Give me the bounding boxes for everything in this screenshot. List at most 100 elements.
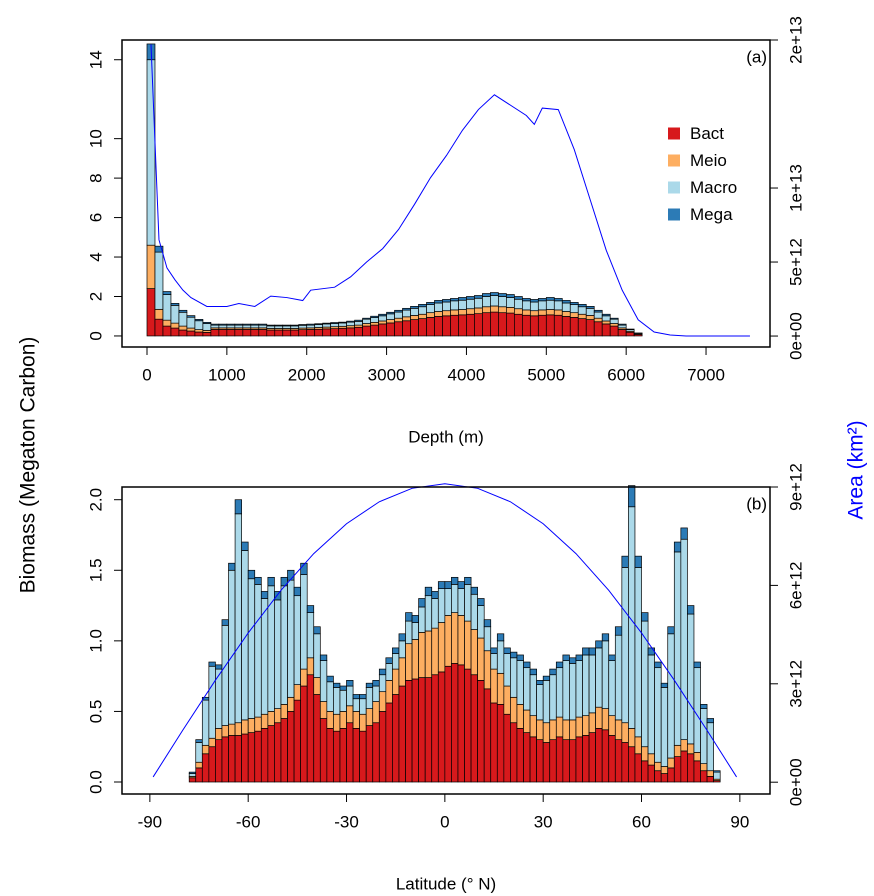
bar-segment bbox=[431, 598, 439, 629]
bar-segment bbox=[346, 680, 354, 687]
bar-segment bbox=[621, 555, 629, 568]
bar-segment bbox=[588, 732, 596, 783]
bar-segment bbox=[444, 615, 452, 667]
bar-segment bbox=[555, 736, 564, 783]
x-tick-label: 4000 bbox=[448, 366, 486, 385]
bar-segment bbox=[418, 677, 426, 783]
bar-segment bbox=[451, 584, 459, 613]
bar-segment bbox=[247, 718, 256, 733]
bar-segment bbox=[617, 323, 627, 326]
bar-segment bbox=[466, 296, 475, 300]
bar-segment bbox=[514, 308, 523, 315]
bar-segment bbox=[542, 722, 551, 743]
bar-segment bbox=[654, 770, 662, 783]
bar-segment bbox=[314, 323, 324, 325]
bar-segment bbox=[444, 581, 452, 589]
bar-segment bbox=[339, 711, 347, 729]
bar-segment bbox=[585, 307, 595, 316]
bar-segment bbox=[474, 307, 483, 315]
bar-segment bbox=[208, 746, 216, 783]
bar-segment bbox=[186, 316, 196, 329]
y-tick-label: 2.0 bbox=[87, 488, 106, 512]
bar-segment bbox=[562, 654, 570, 661]
bar-segment bbox=[398, 640, 406, 659]
bar-segment bbox=[431, 674, 439, 783]
bar-segment bbox=[529, 668, 537, 676]
bar-segment bbox=[503, 713, 511, 783]
x-tick-label: 6000 bbox=[607, 366, 645, 385]
bar-segment bbox=[287, 579, 295, 698]
bar-segment bbox=[234, 722, 242, 736]
bar-segment bbox=[385, 663, 393, 681]
bar-segment bbox=[549, 739, 557, 783]
bar-segment bbox=[434, 316, 443, 337]
bar-segment bbox=[482, 296, 491, 308]
bar-segment bbox=[614, 634, 623, 721]
bar-segment bbox=[208, 737, 216, 748]
bar-segment bbox=[370, 317, 379, 323]
y2-tick-label: 3e+12 bbox=[787, 660, 806, 708]
bar-segment bbox=[372, 685, 380, 702]
bar-segment bbox=[178, 325, 188, 331]
bar-segment bbox=[313, 626, 321, 635]
bar-segment bbox=[306, 657, 315, 676]
bar-segment bbox=[260, 713, 269, 729]
bar-segment bbox=[482, 293, 491, 297]
x-axis-label: Depth (m) bbox=[408, 428, 484, 447]
bar-segment bbox=[418, 632, 426, 678]
bar-segment bbox=[362, 318, 371, 324]
bar-segment bbox=[496, 633, 505, 642]
bar-segment bbox=[178, 329, 188, 337]
bar-segment bbox=[561, 316, 571, 337]
bar-segment bbox=[614, 626, 623, 636]
bar-segment bbox=[178, 309, 188, 313]
bar-segment bbox=[188, 777, 197, 783]
bar-segment bbox=[241, 719, 249, 735]
bar-segment bbox=[437, 671, 446, 783]
bar-segment bbox=[378, 674, 387, 693]
bar-segment bbox=[392, 653, 400, 670]
bar-segment bbox=[608, 654, 616, 661]
bar-segment bbox=[254, 584, 262, 718]
bar-segment bbox=[450, 300, 459, 311]
bar-segment bbox=[162, 325, 172, 337]
bar-segment bbox=[188, 773, 197, 777]
y-tick-label: 14 bbox=[87, 50, 106, 69]
bar-segment bbox=[247, 578, 256, 719]
bar-segment bbox=[228, 562, 236, 571]
bar-segment bbox=[362, 323, 371, 327]
bar-segment bbox=[647, 764, 655, 783]
bar-segment bbox=[516, 660, 524, 705]
bar-segment bbox=[542, 680, 551, 724]
bar-segment bbox=[537, 298, 547, 302]
bar-segment bbox=[352, 698, 360, 712]
bar-segment bbox=[314, 328, 324, 337]
bar-segment bbox=[338, 321, 348, 324]
bar-segment bbox=[154, 245, 164, 253]
bar-segment bbox=[221, 619, 229, 626]
bar-segment bbox=[490, 668, 498, 704]
bar-segment bbox=[680, 527, 688, 540]
bar-segment bbox=[402, 309, 411, 318]
bar-segment bbox=[202, 323, 212, 331]
y2-tick-label: 6e+12 bbox=[787, 562, 806, 610]
bar-segment bbox=[372, 722, 380, 783]
bar-segment bbox=[575, 736, 583, 783]
bar-segment bbox=[496, 640, 505, 674]
bar-segment bbox=[687, 605, 695, 615]
bar-segment bbox=[569, 304, 579, 314]
bar-segment bbox=[577, 313, 587, 319]
bar-segment bbox=[562, 739, 570, 783]
bar-segment bbox=[687, 753, 695, 783]
bar-segment bbox=[186, 330, 196, 337]
bar-segment bbox=[542, 675, 551, 681]
bar-segment bbox=[667, 626, 675, 635]
legend-label: Mega bbox=[690, 205, 733, 224]
bar-segment bbox=[354, 326, 363, 337]
bar-segment bbox=[595, 640, 603, 649]
bar-segment bbox=[474, 313, 483, 337]
bar-segment bbox=[529, 715, 537, 738]
bar-segment bbox=[634, 753, 642, 783]
bar-segment bbox=[601, 640, 610, 709]
bar-segment bbox=[569, 739, 577, 783]
